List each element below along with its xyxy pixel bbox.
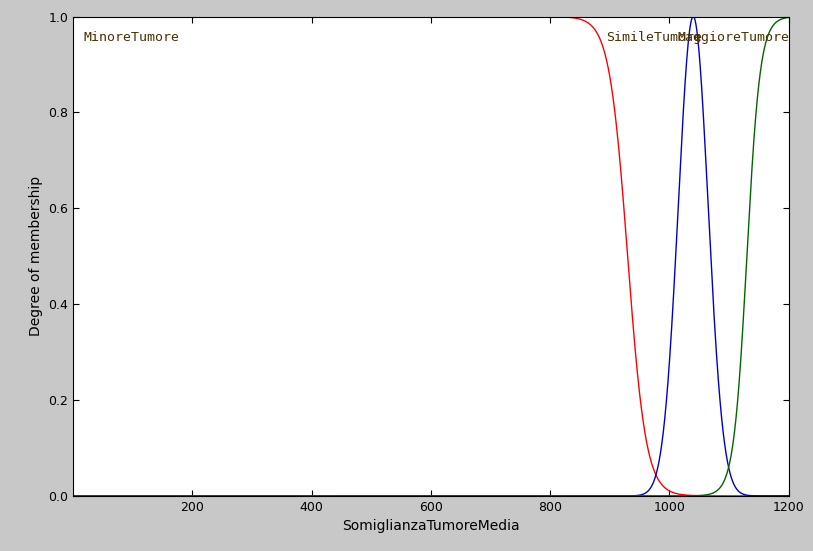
Text: MinoreTumore: MinoreTumore (84, 31, 180, 44)
Text: MaggioreTumore: MaggioreTumore (678, 31, 789, 44)
Text: SimileTumore: SimileTumore (606, 31, 702, 44)
X-axis label: SomiglianzaTumoreMedia: SomiglianzaTumoreMedia (342, 519, 520, 533)
Y-axis label: Degree of membership: Degree of membership (28, 176, 43, 336)
